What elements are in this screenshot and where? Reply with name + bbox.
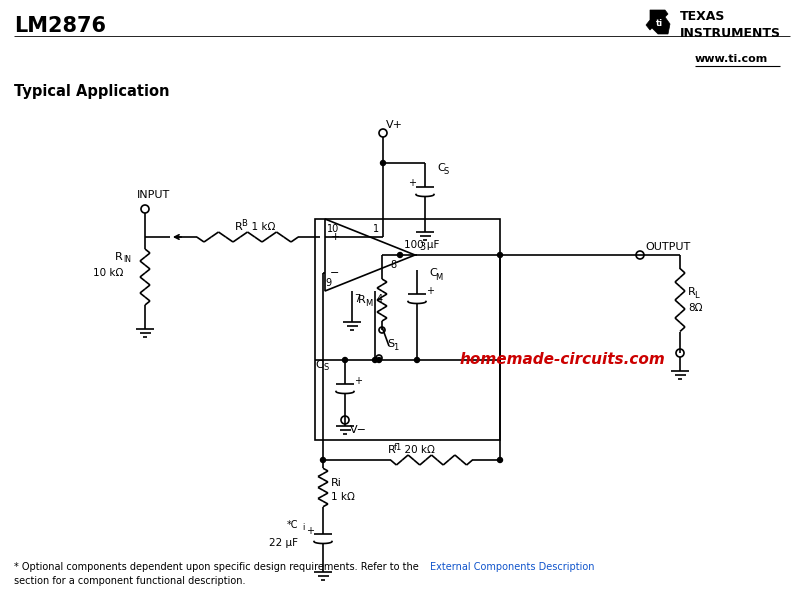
Text: 20 kΩ: 20 kΩ: [398, 445, 435, 455]
Text: R: R: [388, 445, 396, 455]
Text: LM2876: LM2876: [14, 16, 106, 36]
Circle shape: [372, 358, 377, 362]
Text: f1: f1: [394, 442, 402, 451]
Text: C: C: [316, 360, 323, 370]
Text: 10: 10: [327, 224, 340, 234]
Text: L: L: [694, 291, 698, 299]
Text: INPUT: INPUT: [137, 190, 170, 200]
Circle shape: [380, 161, 385, 165]
Text: +: +: [354, 375, 362, 385]
Text: 1 kΩ: 1 kΩ: [245, 222, 276, 232]
Text: Ri: Ri: [331, 477, 342, 487]
Circle shape: [498, 458, 503, 463]
Circle shape: [320, 458, 325, 463]
Text: 7: 7: [354, 294, 360, 304]
Circle shape: [397, 253, 403, 257]
Text: R: R: [358, 295, 366, 305]
Text: M: M: [365, 298, 372, 308]
Text: *C: *C: [287, 520, 298, 530]
Text: 1: 1: [373, 224, 379, 234]
Text: 8: 8: [390, 260, 396, 270]
Circle shape: [415, 358, 419, 362]
Text: External Components Description: External Components Description: [430, 562, 594, 572]
Text: www.ti.com: www.ti.com: [695, 54, 769, 64]
Circle shape: [343, 358, 348, 362]
Text: 4: 4: [377, 294, 384, 304]
Text: 100 μF: 100 μF: [404, 240, 439, 250]
Text: i: i: [303, 524, 305, 533]
Text: 1 kΩ: 1 kΩ: [331, 493, 355, 502]
Text: Typical Application: Typical Application: [14, 84, 169, 99]
Text: 10 kΩ: 10 kΩ: [93, 268, 123, 278]
Circle shape: [498, 253, 503, 257]
Text: C: C: [437, 163, 445, 173]
Text: R: R: [235, 222, 243, 232]
Text: +: +: [306, 525, 314, 535]
Text: 22 μF: 22 μF: [269, 538, 298, 548]
Text: ti: ti: [655, 20, 662, 28]
Text: +: +: [426, 285, 434, 295]
Text: V−: V−: [350, 425, 367, 435]
Text: +: +: [330, 232, 340, 242]
Text: R: R: [115, 252, 123, 262]
Bar: [315, 219, 500, 440]
Circle shape: [376, 358, 381, 362]
Text: TEXAS
INSTRUMENTS: TEXAS INSTRUMENTS: [680, 10, 781, 40]
Text: C: C: [429, 268, 437, 278]
Text: 3: 3: [419, 242, 425, 252]
Text: M: M: [435, 273, 443, 282]
Text: 1: 1: [393, 343, 398, 352]
Text: R: R: [688, 287, 696, 297]
Text: 8Ω: 8Ω: [688, 303, 702, 313]
Text: B: B: [241, 219, 247, 228]
Text: * Optional components dependent upon specific design requirements. Refer to the: * Optional components dependent upon spe…: [14, 562, 422, 572]
Text: −: −: [330, 268, 340, 278]
Text: OUTPUT: OUTPUT: [645, 242, 690, 252]
Text: 9: 9: [325, 278, 331, 288]
Text: IN: IN: [123, 256, 131, 264]
Text: S: S: [387, 339, 394, 349]
Text: homemade-circuits.com: homemade-circuits.com: [460, 352, 666, 368]
Text: +: +: [408, 178, 416, 189]
Text: S: S: [443, 167, 448, 176]
Text: S: S: [324, 364, 329, 372]
Text: V+: V+: [386, 120, 403, 130]
Text: section for a component functional description.: section for a component functional descr…: [14, 576, 245, 586]
Polygon shape: [646, 10, 670, 34]
